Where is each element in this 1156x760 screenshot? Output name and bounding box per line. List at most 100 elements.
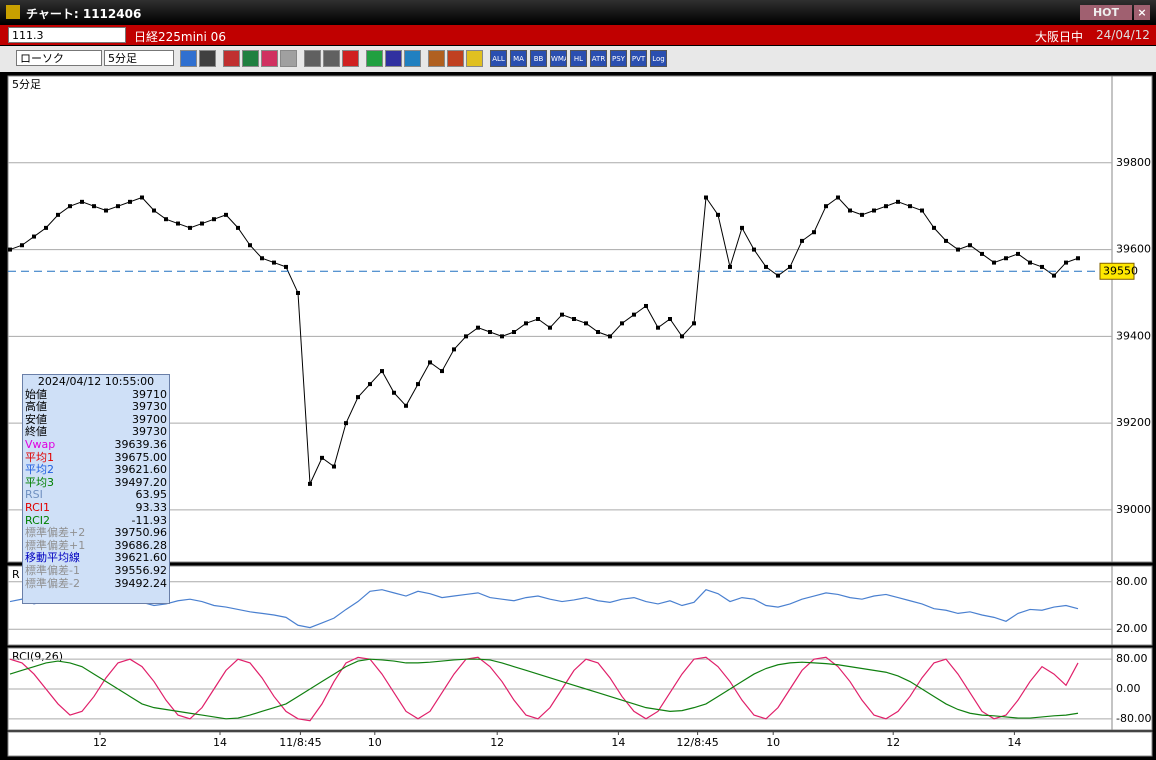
info-value: 39730 — [132, 425, 167, 439]
panel-title: R — [12, 568, 20, 581]
tool-icon[interactable] — [261, 50, 278, 67]
indicator-line — [9, 589, 1079, 629]
info-label: RCI1 — [25, 500, 51, 514]
price-line — [9, 196, 1079, 485]
window-title: チャート: 1112406 — [26, 7, 142, 21]
panel — [7, 75, 1113, 563]
info-label: 安値 — [25, 412, 47, 426]
info-row: 平均1 39675.00 — [25, 450, 168, 465]
interval-select[interactable]: 5分足 — [104, 50, 174, 66]
info-row: 終値 39730 — [25, 426, 167, 439]
info-row: 標準偏差+2 39750.96 — [25, 527, 167, 540]
y-tick-label: 39600 — [1116, 243, 1151, 256]
axis-area — [1111, 565, 1153, 646]
y-tick-label: 80.00 — [1116, 575, 1148, 588]
tool-button[interactable]: PSY — [610, 50, 627, 67]
info-row: RCI1 93.33 — [25, 500, 167, 515]
info-row: Vwap 39639.36 — [25, 437, 168, 452]
close-button[interactable]: × — [1134, 5, 1150, 20]
tool-icon[interactable] — [199, 50, 216, 67]
x-tick-label: 11/8:45 — [279, 736, 321, 749]
x-tick-label: 12 — [490, 736, 504, 749]
info-value: 39621.60 — [114, 551, 168, 565]
info-label: 終値 — [25, 425, 47, 439]
x-tick-label: 12 — [93, 736, 107, 749]
current-price-label: 39550 — [1103, 264, 1138, 277]
indicator-line — [9, 656, 1079, 722]
tool-icon[interactable] — [280, 50, 297, 67]
y-tick-label: 39200 — [1116, 416, 1151, 429]
x-tick-label: 12/8:45 — [676, 736, 718, 749]
info-label: 標準偏差-2 — [25, 576, 80, 590]
info-row: 始値 39710 — [25, 387, 167, 402]
info-value: 39675.00 — [114, 450, 168, 464]
info-row: 安値 39700 — [25, 412, 167, 427]
tool-icon[interactable] — [323, 50, 340, 67]
tool-icon[interactable] — [342, 50, 359, 67]
tool-button[interactable]: HL — [570, 50, 587, 67]
info-value: 39556.92 — [114, 563, 168, 577]
x-tick-label: 12 — [886, 736, 900, 749]
app-icon — [6, 5, 20, 19]
info-value: 39492.24 — [114, 576, 168, 590]
info-row: 平均2 39621.60 — [25, 464, 167, 477]
info-box: 2024/04/12 10:55:00 始値 39710 高値 39730 安値 39700… — [22, 374, 170, 604]
tool-button[interactable]: BB — [530, 50, 547, 67]
tool-button[interactable]: Log — [650, 50, 667, 67]
info-row: 高値 39730 — [25, 401, 167, 414]
panel — [7, 565, 1113, 646]
info-row: 移動平均線 39621.60 — [25, 552, 167, 565]
info-label: RCI2 — [25, 513, 51, 527]
hot-button[interactable]: HOT — [1080, 5, 1132, 20]
date: 24/04/12 — [1096, 28, 1150, 42]
tool-button[interactable]: ALL — [490, 50, 507, 67]
info-value: 39621.60 — [114, 463, 168, 477]
info-label: 平均2 — [25, 463, 54, 477]
tool-icon[interactable] — [428, 50, 445, 67]
tool-icon[interactable] — [404, 50, 421, 67]
x-tick-label: 10 — [766, 736, 780, 749]
y-tick-label: -80.00 — [1116, 712, 1151, 725]
indicator-line — [9, 658, 1079, 720]
info-value: 39730 — [132, 400, 167, 414]
tool-icon[interactable] — [242, 50, 259, 67]
info-value: 39497.20 — [114, 475, 168, 489]
panel-title: 5分足 — [12, 78, 41, 91]
info-value: 39639.36 — [114, 437, 168, 451]
x-tick-label: 14 — [1007, 736, 1021, 749]
y-tick-label: 39400 — [1116, 329, 1151, 342]
info-label: 標準偏差-1 — [25, 563, 80, 577]
info-label: RSI — [25, 488, 43, 502]
tool-icon[interactable] — [180, 50, 197, 67]
info-value: 39710 — [132, 387, 167, 401]
axis-area — [1111, 75, 1153, 563]
tool-icon[interactable] — [223, 50, 240, 67]
x-tick-label: 14 — [213, 736, 227, 749]
tool-icon[interactable] — [447, 50, 464, 67]
tool-icon[interactable] — [466, 50, 483, 67]
tool-icon[interactable] — [385, 50, 402, 67]
info-row: 標準偏差-1 39556.92 — [25, 563, 168, 578]
tool-button[interactable]: MA — [510, 50, 527, 67]
y-tick-label: 80.00 — [1116, 652, 1148, 665]
chart-type-select[interactable]: ローソク — [16, 50, 102, 66]
panel-title: RCI(9,26) — [12, 650, 63, 663]
tool-button[interactable]: PVT — [630, 50, 647, 67]
tool-button[interactable]: ATR — [590, 50, 607, 67]
symbol-bar: 111.3 日経225mini 06 大阪日中 24/04/12 — [0, 25, 1156, 45]
tool-button[interactable]: WMA — [550, 50, 567, 67]
x-tick-label: 14 — [611, 736, 625, 749]
info-value: 63.95 — [135, 488, 168, 502]
tool-icon[interactable] — [366, 50, 383, 67]
info-row: 平均3 39497.20 — [25, 475, 168, 490]
info-datetime: 2024/04/12 10:55:00 — [37, 375, 155, 388]
info-label: Vwap — [25, 437, 56, 451]
y-tick-label: 0.00 — [1116, 682, 1141, 695]
code-input[interactable]: 111.3 — [8, 27, 126, 43]
info-value: -11.93 — [131, 513, 167, 527]
market: 大阪日中 — [1035, 30, 1084, 44]
info-label: 高値 — [25, 400, 47, 414]
tool-icon[interactable] — [304, 50, 321, 67]
info-label: 平均3 — [25, 475, 54, 489]
